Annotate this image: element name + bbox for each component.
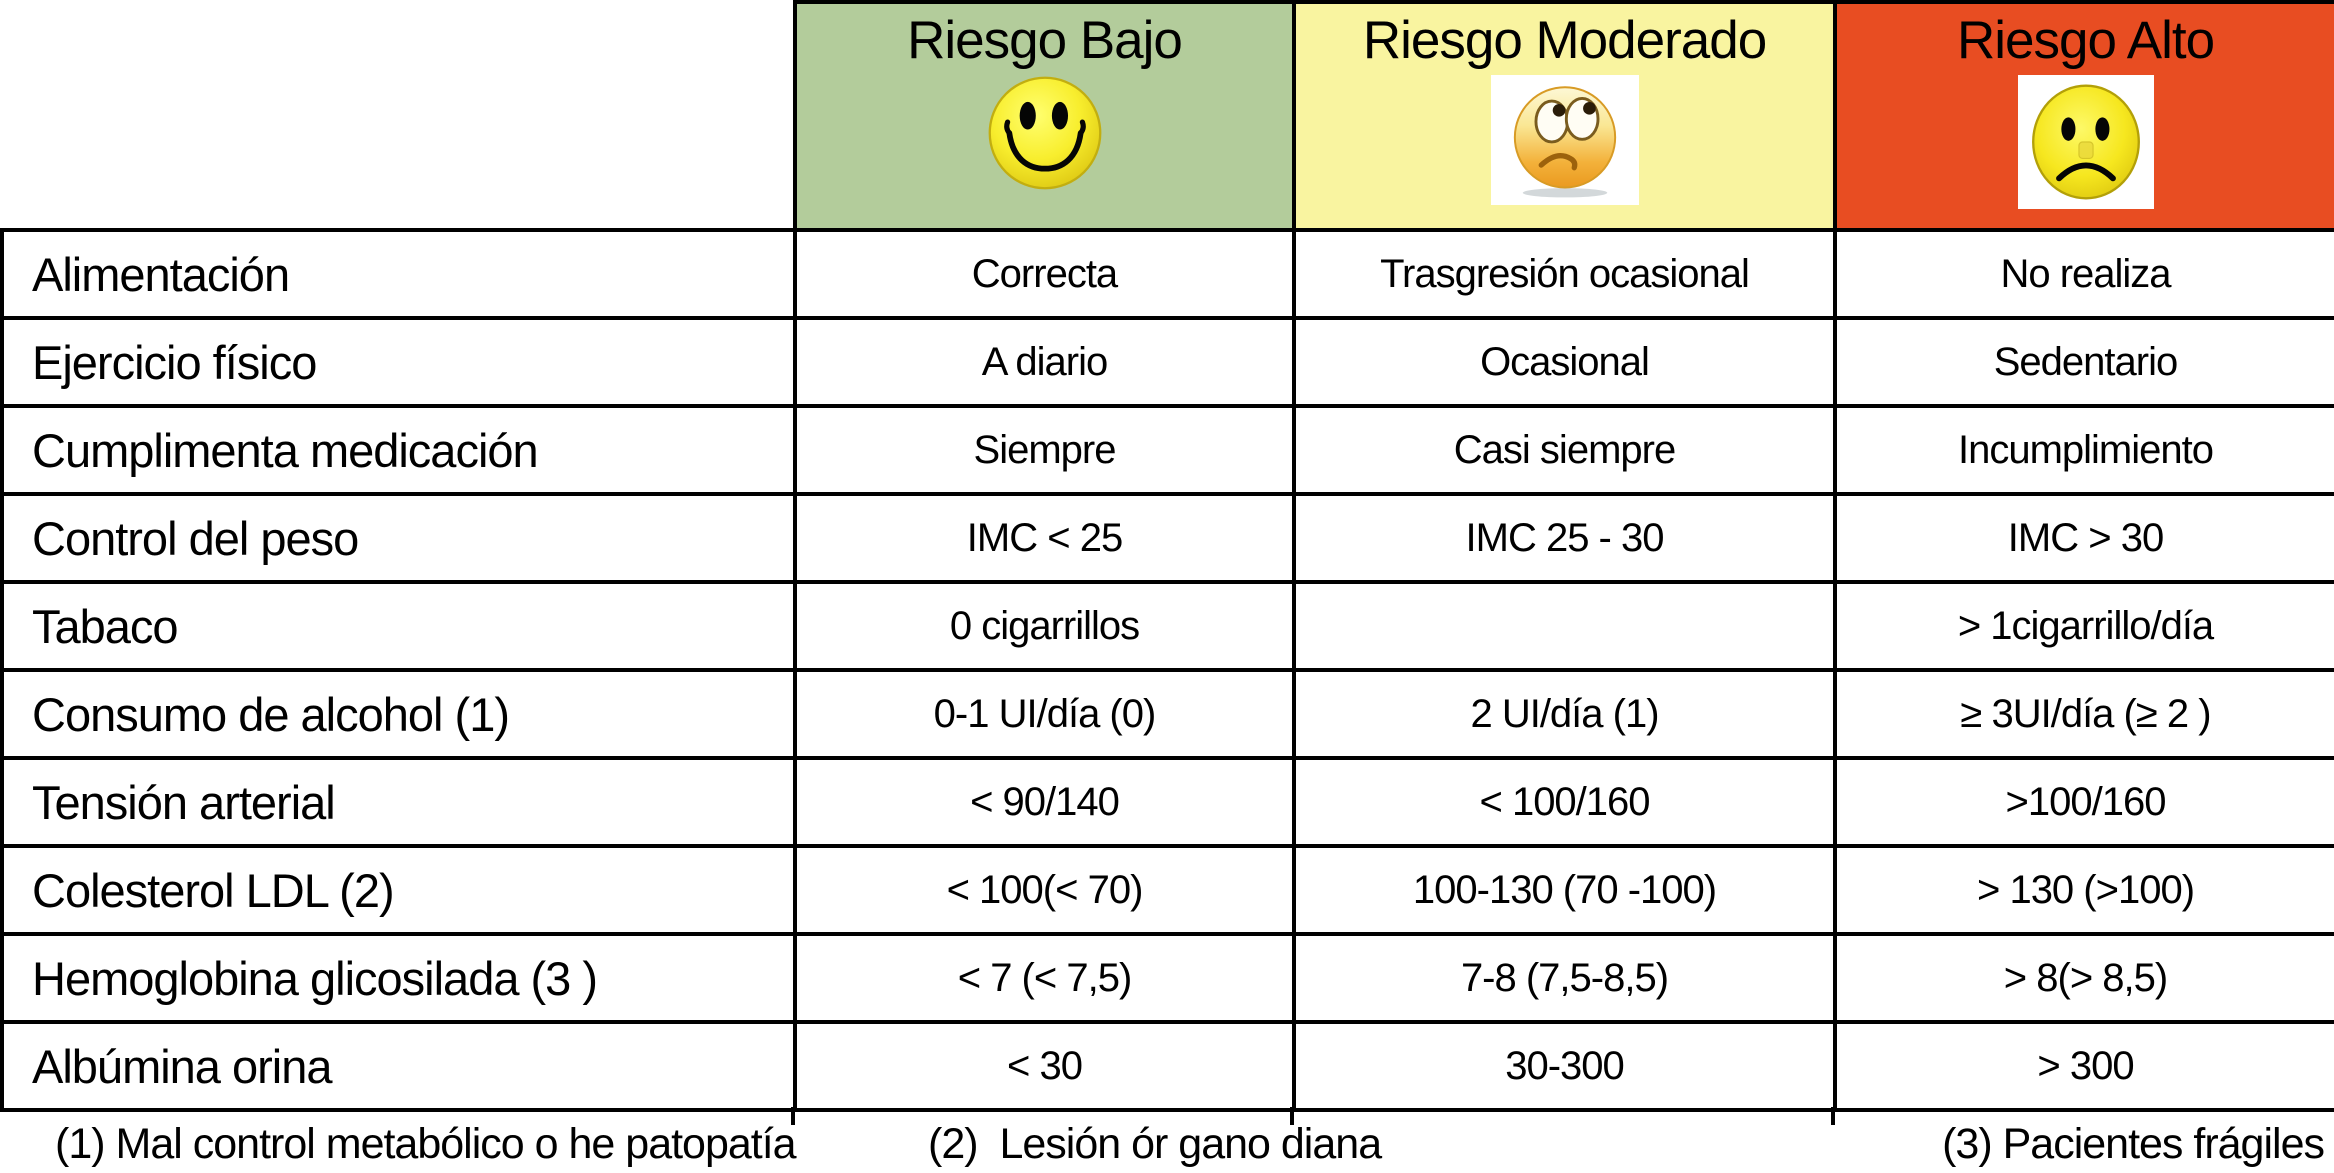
border-stub: [1290, 1107, 1294, 1125]
high-risk-value: Incumplimiento: [1833, 404, 2334, 496]
column-header-riesgo-alto: Riesgo Alto: [1833, 0, 2334, 232]
row-label: Albúmina orina: [0, 1020, 797, 1112]
row-label: Colesterol LDL (2): [0, 844, 797, 936]
row-label: Ejercicio físico: [0, 316, 797, 408]
row-label: Tabaco: [0, 580, 797, 672]
low-risk-value: IMC < 25: [793, 492, 1296, 584]
footnote-3: (3) Pacientes frágiles: [1942, 1120, 2325, 1168]
table-row: Consumo de alcohol (1) 0-1 UI/día (0) 2 …: [0, 668, 2334, 760]
high-risk-value: IMC > 30: [1833, 492, 2334, 584]
row-label: Alimentación: [0, 228, 797, 320]
corner-cell: [2, 2, 795, 230]
happy-face-icon: [799, 75, 1290, 191]
moderate-risk-value: [1292, 580, 1837, 672]
table-row: Cumplimenta medicación Siempre Casi siem…: [0, 404, 2334, 496]
sad-face-icon: [2017, 74, 2154, 209]
low-risk-value: < 30: [793, 1020, 1296, 1112]
row-label: Hemoglobina glicosilada (3 ): [0, 932, 797, 1024]
moderate-risk-value: Ocasional: [1292, 316, 1837, 408]
border-stub: [791, 1107, 795, 1125]
low-risk-value: < 100(< 70): [793, 844, 1296, 936]
high-risk-value: ≥ 3UI/día (≥ 2 ): [1833, 668, 2334, 760]
column-header-riesgo-bajo: Riesgo Bajo: [793, 0, 1296, 232]
table-row: Control del peso IMC < 25 IMC 25 - 30 IM…: [0, 492, 2334, 584]
column-header-label: Riesgo Moderado: [1362, 11, 1767, 70]
moderate-risk-value: 2 UI/día (1): [1292, 668, 1837, 760]
low-risk-value: < 90/140: [793, 756, 1296, 848]
risk-classification-table: Riesgo Bajo: [0, 0, 2334, 1112]
high-risk-value: > 8(> 8,5): [1833, 932, 2334, 1024]
column-header-riesgo-moderado: Riesgo Moderado: [1292, 0, 1837, 232]
high-risk-value: > 130 (>100): [1833, 844, 2334, 936]
low-risk-value: 0 cigarrillos: [793, 580, 1296, 672]
moderate-risk-value: < 100/160: [1292, 756, 1837, 848]
moderate-risk-value: 7-8 (7,5-8,5): [1292, 932, 1837, 1024]
high-risk-value: Sedentario: [1833, 316, 2334, 408]
high-risk-value: > 1cigarrillo/día: [1833, 580, 2334, 672]
low-risk-value: Siempre: [793, 404, 1296, 496]
high-risk-value: No realiza: [1833, 228, 2334, 320]
high-risk-value: >100/160: [1833, 756, 2334, 848]
column-header-label: Riesgo Bajo: [907, 11, 1183, 70]
low-risk-value: < 7 (< 7,5): [793, 932, 1296, 1024]
moderate-risk-value: Casi siempre: [1292, 404, 1837, 496]
row-label: Tensión arterial: [0, 756, 797, 848]
border-stub: [1831, 1107, 1835, 1125]
moderate-risk-value: Trasgresión ocasional: [1292, 228, 1837, 320]
moderate-risk-value: 100-130 (70 -100): [1292, 844, 1837, 936]
footnote-2: (2) Lesión ór gano diana: [928, 1120, 1382, 1168]
low-risk-value: 0-1 UI/día (0): [793, 668, 1296, 760]
row-label: Control del peso: [0, 492, 797, 584]
row-label: Cumplimenta medicación: [0, 404, 797, 496]
footnotes: (1) Mal control metabólico o he patopatí…: [0, 1116, 2334, 1173]
row-label: Consumo de alcohol (1): [0, 668, 797, 760]
table-row: Alimentación Correcta Trasgresión ocasio…: [0, 228, 2334, 320]
table-row: Tabaco 0 cigarrillos > 1cigarrillo/día: [0, 580, 2334, 672]
low-risk-value: A diario: [793, 316, 1296, 408]
moderate-risk-value: IMC 25 - 30: [1292, 492, 1837, 584]
footnote-1: (1) Mal control metabólico o he patopatí…: [55, 1120, 797, 1168]
column-header-label: Riesgo Alto: [1956, 11, 2215, 70]
header-row: Riesgo Bajo: [2, 0, 2334, 232]
table-row: Colesterol LDL (2) < 100(< 70) 100-130 (…: [0, 844, 2334, 936]
table-row: Tensión arterial < 90/140 < 100/160 >100…: [0, 756, 2334, 848]
worried-face-icon: [1490, 74, 1639, 205]
table-row: Ejercicio físico A diario Ocasional Sede…: [0, 316, 2334, 408]
table-row: Albúmina orina < 30 30-300 > 300: [0, 1020, 2334, 1112]
low-risk-value: Correcta: [793, 228, 1296, 320]
high-risk-value: > 300: [1833, 1020, 2334, 1112]
table-row: Hemoglobina glicosilada (3 ) < 7 (< 7,5)…: [0, 932, 2334, 1024]
table-body: Alimentación Correcta Trasgresión ocasio…: [0, 228, 2334, 1112]
moderate-risk-value: 30-300: [1292, 1020, 1837, 1112]
